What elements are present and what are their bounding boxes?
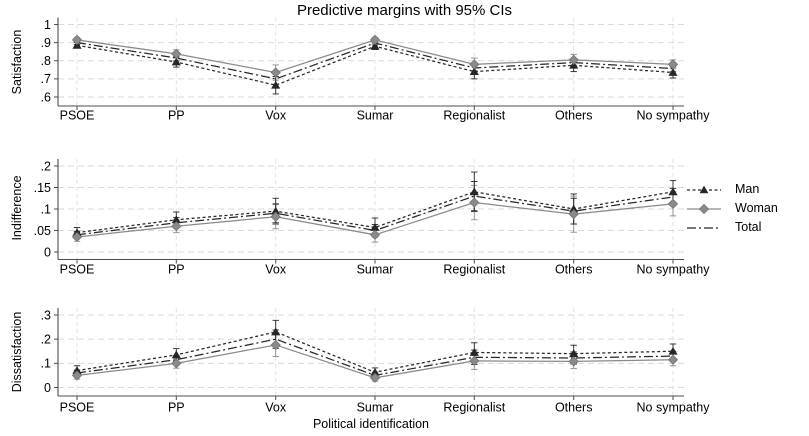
data-point-diamond (171, 48, 182, 59)
data-point-diamond (171, 358, 182, 369)
man-line-sample (687, 185, 721, 193)
x-category-label: Sumar (357, 263, 394, 277)
legend-label-total: Total (735, 220, 762, 234)
legend-item-total: Total (686, 218, 778, 237)
x-category-label: Regionalist (443, 263, 505, 277)
x-category-label: Sumar (357, 401, 394, 415)
x-category-label: PP (168, 263, 185, 277)
y-tick-label: 0 (44, 245, 51, 259)
data-point-triangle (72, 366, 82, 374)
data-point-triangle (271, 327, 281, 336)
legend-label-woman: Woman (735, 201, 778, 215)
x-category-label: Vox (265, 109, 287, 123)
x-category-label: Regionalist (443, 109, 505, 123)
data-point-diamond (667, 59, 679, 70)
x-category-label: Others (555, 263, 593, 277)
diamond-marker-icon (698, 203, 710, 214)
triangle-marker-icon (699, 185, 709, 193)
data-point-diamond (469, 59, 480, 70)
data-point-diamond (469, 355, 480, 367)
x-category-label: Vox (265, 401, 287, 415)
data-point-triangle (469, 348, 479, 356)
x-category-label: No sympathy (637, 401, 711, 415)
y-tick-label: .2 (41, 332, 51, 346)
legend-item-woman: Woman (686, 199, 778, 218)
legend-label-man: Man (735, 182, 760, 196)
data-point-diamond (270, 339, 281, 351)
x-category-label: Others (555, 109, 593, 123)
data-point-triangle (171, 215, 181, 224)
legend-item-man: Man (686, 180, 778, 199)
data-point-diamond (270, 67, 281, 78)
data-point-diamond (270, 211, 281, 222)
x-category-label: PSOE (60, 263, 95, 277)
data-point-triangle (271, 80, 281, 89)
data-point-diamond (71, 34, 83, 46)
data-point-triangle (171, 350, 181, 359)
data-point-triangle (469, 187, 479, 196)
y-tick-label: .6 (41, 90, 51, 104)
x-category-label: PP (168, 109, 185, 123)
data-point-triangle (668, 187, 678, 196)
legend: Man Woman Total (686, 180, 778, 237)
y-tick-label: .7 (41, 72, 51, 86)
data-point-triangle (271, 206, 281, 215)
y-tick-label: .8 (41, 54, 51, 68)
y-tick-label: .15 (34, 181, 51, 195)
x-category-label: Regionalist (443, 401, 505, 415)
x-category-label: Vox (265, 263, 287, 277)
data-point-diamond (568, 356, 579, 367)
y-tick-label: .3 (41, 308, 51, 322)
x-axis-label: Political identification (312, 417, 430, 431)
data-point-triangle (469, 67, 479, 76)
data-point-diamond (369, 229, 381, 240)
x-category-label: PP (168, 401, 185, 415)
x-category-label: PSOE (60, 401, 95, 415)
x-category-label: Sumar (357, 109, 394, 123)
data-point-triangle (370, 41, 380, 50)
data-point-diamond (568, 54, 579, 65)
x-category-label: PSOE (60, 109, 95, 123)
y-tick-label: .1 (41, 357, 51, 371)
data-point-diamond (171, 221, 182, 232)
y-tick-label: 0 (44, 381, 51, 395)
data-point-triangle (668, 68, 678, 76)
woman-line-sample (687, 203, 721, 214)
data-point-diamond (667, 354, 679, 365)
data-point-triangle (569, 349, 579, 358)
data-point-triangle (668, 346, 678, 355)
y-tick-label: .9 (41, 36, 51, 50)
total-line-sample (687, 226, 721, 229)
data-point-diamond (667, 198, 679, 209)
x-category-label: No sympathy (637, 263, 711, 277)
y-tick-label: .1 (41, 202, 51, 216)
data-point-triangle (370, 367, 380, 376)
y-tick-label: .05 (34, 224, 51, 238)
y-tick-label: 1 (44, 18, 51, 32)
data-point-diamond (369, 372, 381, 383)
data-point-diamond (71, 231, 83, 243)
data-point-triangle (171, 57, 181, 66)
data-point-triangle (370, 223, 380, 231)
data-point-diamond (71, 370, 83, 381)
x-category-label: Others (555, 401, 593, 415)
chart-title: Predictive margins with 95% CIs (296, 2, 513, 19)
data-point-diamond (369, 34, 381, 46)
y-tick-label: .2 (41, 159, 51, 173)
data-point-triangle (569, 204, 579, 213)
data-point-diamond (568, 209, 579, 220)
x-category-label: No sympathy (637, 109, 711, 123)
data-point-diamond (469, 197, 480, 208)
